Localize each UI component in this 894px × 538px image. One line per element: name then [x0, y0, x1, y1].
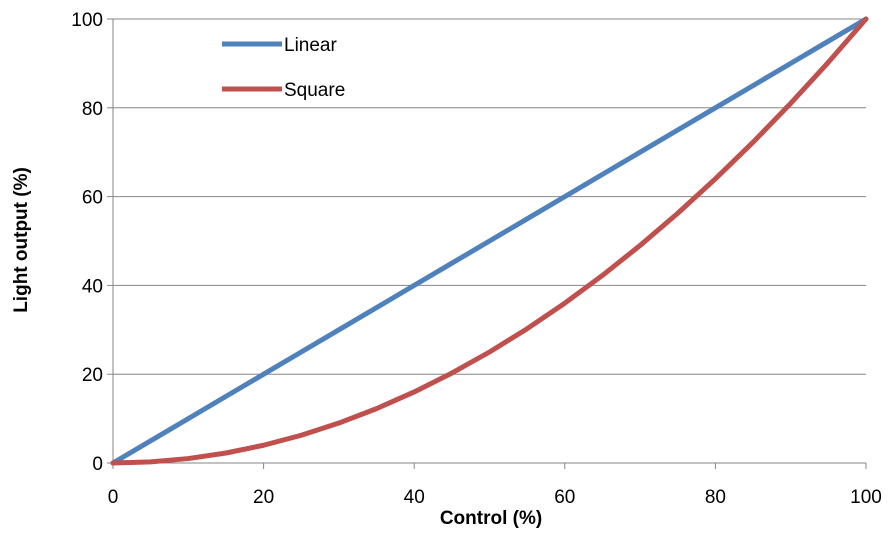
x-tick-label: 20	[253, 487, 274, 508]
x-tick-label: 40	[404, 487, 425, 508]
y-tick-label: 40	[82, 276, 103, 297]
y-tick-label: 20	[82, 365, 103, 386]
legend-label-linear: Linear	[284, 35, 337, 56]
y-tick-label: 0	[92, 454, 103, 475]
gridlines	[113, 18, 866, 375]
y-tick-label: 80	[82, 99, 103, 120]
axes	[107, 18, 867, 469]
series-line-square	[110, 16, 869, 466]
legend-label-square: Square	[284, 80, 345, 101]
x-tick-label: 0	[108, 487, 119, 508]
x-tick-label: 60	[554, 487, 575, 508]
x-tick-label: 80	[705, 487, 726, 508]
x-axis-title: Control (%)	[440, 508, 542, 529]
x-tick-label: 100	[850, 487, 882, 508]
y-axis-title: Light output (%)	[11, 167, 32, 313]
y-tick-label: 100	[71, 10, 103, 31]
tick-labels: 0 20 40 60 80 100 0 20 40 60 80 100	[71, 10, 882, 508]
y-tick-label: 60	[82, 188, 103, 209]
series-lines	[110, 16, 869, 466]
legend: Linear Square	[222, 35, 345, 101]
series-line-linear	[110, 16, 869, 466]
